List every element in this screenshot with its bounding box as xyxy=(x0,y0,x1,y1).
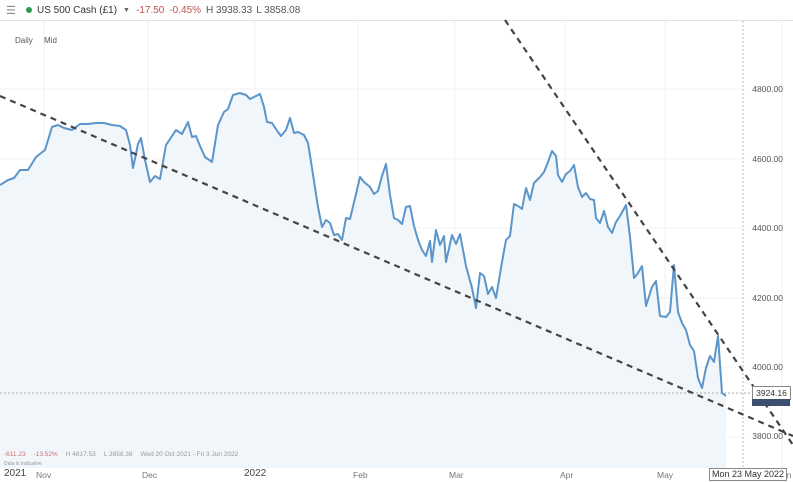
price-change: -17.50 xyxy=(135,4,165,16)
price-change-pct: -0.45% xyxy=(169,4,202,16)
instrument-name[interactable]: US 500 Cash (£1) xyxy=(37,4,118,16)
instrument-header: ☰ US 500 Cash (£1) ▼ -17.50 -0.45% H 393… xyxy=(0,0,793,21)
market-status-icon xyxy=(26,7,32,13)
period-change-pct: -13.52% xyxy=(33,451,58,458)
x-tick-dec: Dec xyxy=(142,470,158,480)
x-tick-may: May xyxy=(657,470,674,480)
y-tick-4800: 4800.00 xyxy=(752,84,783,94)
support-trendline xyxy=(0,94,793,438)
price-area-fill xyxy=(0,93,726,468)
y-tick-4600: 4600.00 xyxy=(752,154,783,164)
x-tick-2022: 2022 xyxy=(244,468,267,479)
last-price-marker xyxy=(752,399,790,406)
x-tick-nov: Nov xyxy=(36,470,52,480)
crosshair-price-label: 3924.16 xyxy=(752,386,791,400)
session-low: L 3858.08 xyxy=(256,4,301,16)
x-tick-mar: Mar xyxy=(449,470,464,480)
data-indicative-note: Data is indicative xyxy=(4,461,42,467)
y-tick-3800: 3800.00 xyxy=(752,431,783,441)
chevron-down-icon[interactable]: ▼ xyxy=(123,6,130,14)
x-tick-feb: Feb xyxy=(353,470,368,480)
hamburger-icon[interactable]: ☰ xyxy=(6,4,16,17)
period-low: L 3858.38 xyxy=(103,451,133,458)
y-tick-4000: 4000.00 xyxy=(752,362,783,372)
resistance-trendline xyxy=(504,19,793,446)
period-range: Wed 20 Oct 2021 - Fri 3 Jun 2022 xyxy=(140,451,239,458)
x-tick-2021: 2021 xyxy=(4,468,27,479)
interval-label[interactable]: Daily xyxy=(15,36,33,45)
session-high: H 3938.33 xyxy=(206,4,253,16)
period-high: H 4817.53 xyxy=(65,451,96,458)
period-stats: -611.23 -13.52% H 4817.53 L 3858.38 Wed … xyxy=(4,451,238,458)
x-tick-apr: Apr xyxy=(560,470,574,480)
crosshair-date-label: Mon 23 May 2022 xyxy=(709,468,788,481)
y-tick-4200: 4200.00 xyxy=(752,293,783,303)
price-line xyxy=(0,92,727,397)
price-type-label[interactable]: Mid xyxy=(44,36,57,45)
period-change: -611.23 xyxy=(4,451,26,458)
y-tick-4400: 4400.00 xyxy=(752,223,783,233)
